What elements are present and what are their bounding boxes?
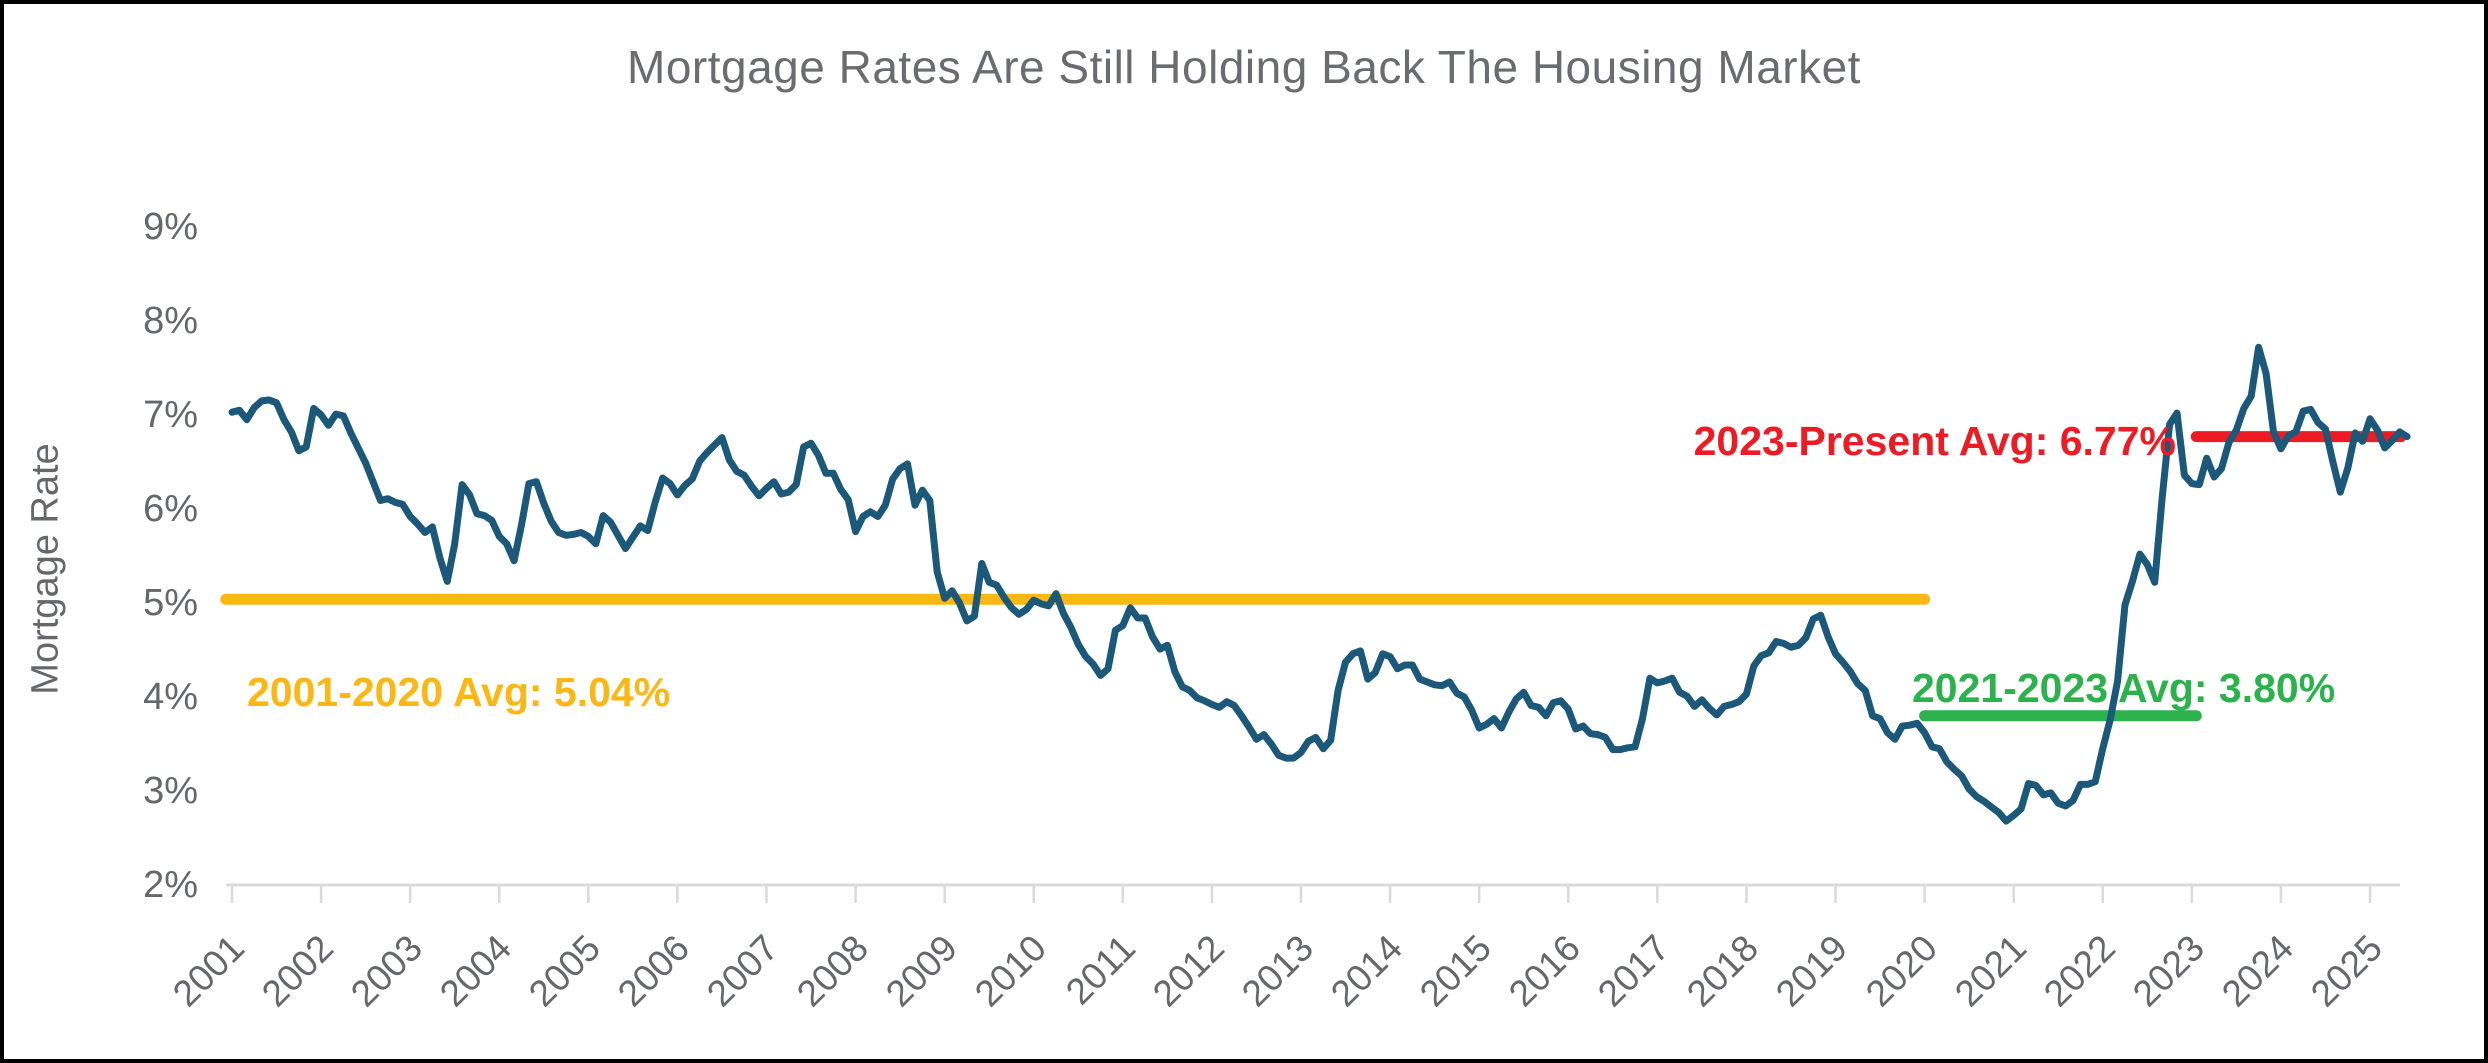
mortgage-rate-chart xyxy=(220,343,2411,903)
y-tick-label-5%: 5% xyxy=(143,582,198,624)
y-axis-title: Mortgage Rate xyxy=(24,443,67,695)
y-tick-label-3%: 3% xyxy=(143,770,198,812)
y-tick-label-2%: 2% xyxy=(143,864,198,906)
chart-title: Mortgage Rates Are Still Holding Back Th… xyxy=(627,41,1861,93)
y-tick-label-8%: 8% xyxy=(143,300,198,342)
avg-label-2001-2020: 2001-2020 Avg: 5.04% xyxy=(247,669,671,715)
mortgage-rate-line xyxy=(228,343,2411,825)
y-tick-label-9%: 9% xyxy=(143,206,198,248)
y-tick-label-7%: 7% xyxy=(143,394,198,436)
y-tick-label-6%: 6% xyxy=(143,488,198,530)
avg-label-2021-2023: 2021-2023 Avg: 3.80% xyxy=(1912,665,2336,711)
y-tick-label-4%: 4% xyxy=(143,676,198,718)
avg-label-2023-present: 2023-Present Avg: 6.77% xyxy=(1693,418,2176,464)
